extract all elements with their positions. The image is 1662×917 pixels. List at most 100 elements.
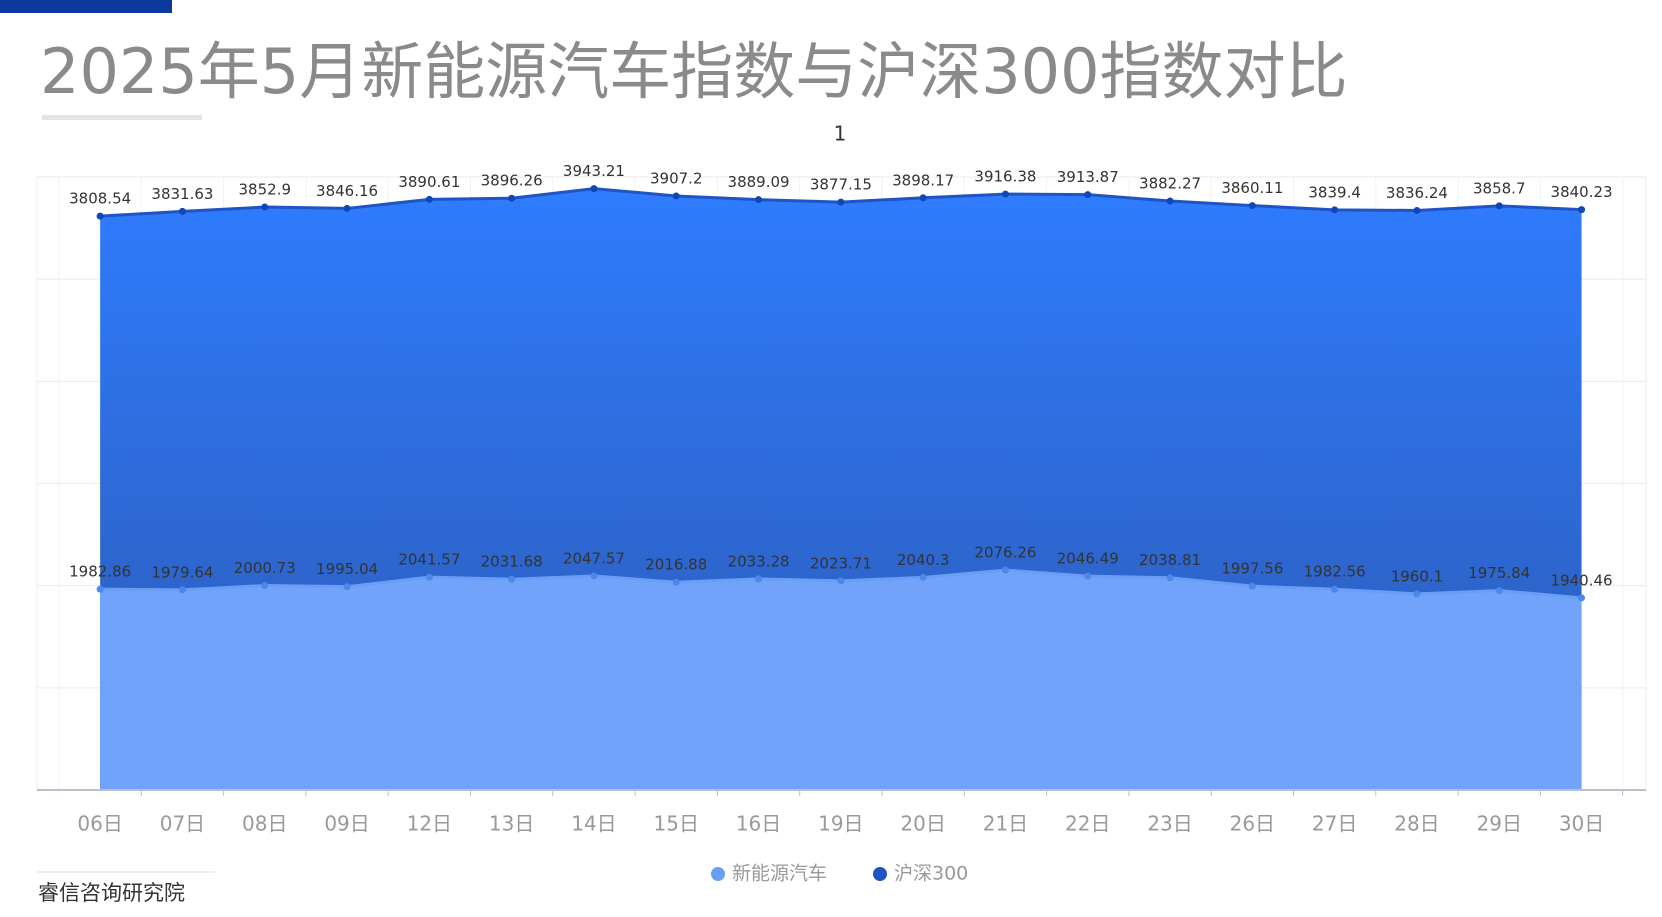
- point: [1166, 574, 1174, 582]
- point: [1084, 572, 1092, 580]
- x-tick-label: 20日: [900, 812, 945, 836]
- data-label: 3858.7: [1473, 179, 1526, 197]
- x-tick-label: 26日: [1230, 812, 1275, 836]
- point: [1001, 190, 1009, 198]
- data-label: 1940.46: [1551, 571, 1613, 589]
- chart-title: 2025年5月新能源汽车指数与沪深300指数对比: [40, 35, 1348, 108]
- point: [919, 194, 927, 202]
- point: [1331, 206, 1339, 214]
- x-tick-label: 08日: [242, 812, 287, 836]
- point: [1495, 587, 1503, 595]
- legend-label: 沪深300: [894, 863, 968, 885]
- data-label: 3889.09: [728, 173, 790, 191]
- data-label: 3846.16: [316, 182, 378, 200]
- data-label: 3896.26: [481, 172, 543, 190]
- point: [343, 204, 351, 212]
- point: [261, 203, 269, 211]
- data-label: 3913.87: [1057, 168, 1119, 186]
- data-label: 2033.28: [728, 552, 790, 570]
- point: [1001, 566, 1009, 574]
- point: [96, 212, 104, 220]
- data-label: 2023.71: [810, 554, 872, 572]
- title-underline: [42, 115, 202, 120]
- data-label: 2041.57: [398, 551, 460, 569]
- data-label: 3852.9: [239, 181, 292, 199]
- point: [1166, 197, 1174, 205]
- point: [1578, 206, 1586, 214]
- data-label: 1960.1: [1391, 567, 1444, 585]
- data-label: 3890.61: [398, 173, 460, 191]
- x-tick-label: 12日: [407, 812, 452, 836]
- legend-swatch: [711, 867, 725, 881]
- data-label: 2076.26: [974, 544, 1036, 562]
- data-label: 1982.86: [69, 563, 131, 581]
- point: [178, 586, 186, 594]
- point: [837, 577, 845, 585]
- corner-bar: [0, 0, 172, 13]
- data-label: 3877.15: [810, 176, 872, 194]
- point: [96, 585, 104, 593]
- point: [508, 194, 516, 202]
- x-tick-label: 19日: [818, 812, 863, 836]
- point: [590, 572, 598, 580]
- data-label: 3808.54: [69, 190, 131, 208]
- point: [508, 575, 516, 583]
- source: 睿信咨询研究院: [38, 881, 185, 905]
- point: [672, 192, 680, 200]
- data-label: 3898.17: [892, 171, 954, 189]
- x-tick-label: 09日: [324, 812, 369, 836]
- x-tick-label: 30日: [1559, 812, 1604, 836]
- x-tick-label: 28日: [1394, 812, 1439, 836]
- data-label: 3907.2: [650, 169, 703, 187]
- point: [1248, 202, 1256, 210]
- data-label: 2016.88: [645, 556, 707, 574]
- x-tick-label: 22日: [1065, 812, 1110, 836]
- x-tick-label: 07日: [160, 812, 205, 836]
- data-label: 3860.11: [1221, 179, 1283, 197]
- data-label: 3840.23: [1551, 183, 1613, 201]
- x-tick-label: 13日: [489, 812, 534, 836]
- point: [590, 185, 598, 193]
- data-label: 3839.4: [1308, 183, 1361, 201]
- point: [425, 195, 433, 203]
- point: [1413, 590, 1421, 598]
- chart-subtitle: 1: [834, 122, 847, 146]
- point: [672, 578, 680, 586]
- point: [343, 583, 351, 591]
- data-label: 1982.56: [1304, 563, 1366, 581]
- legend-swatch: [873, 867, 887, 881]
- point: [919, 573, 927, 581]
- data-label: 1975.84: [1468, 564, 1530, 582]
- data-label: 2047.57: [563, 549, 625, 567]
- data-label: 3836.24: [1386, 184, 1448, 202]
- data-label: 2046.49: [1057, 550, 1119, 568]
- data-label: 1979.64: [151, 563, 213, 581]
- area: [100, 570, 1582, 790]
- point: [178, 207, 186, 215]
- data-label: 2031.68: [481, 553, 543, 571]
- point: [261, 582, 269, 590]
- data-label: 3943.21: [563, 162, 625, 180]
- point: [425, 573, 433, 581]
- data-label: 3831.63: [151, 185, 213, 203]
- data-label: 1995.04: [316, 560, 378, 578]
- data-label: 2038.81: [1139, 551, 1201, 569]
- x-tick-label: 14日: [571, 812, 616, 836]
- data-label: 2000.73: [234, 559, 296, 577]
- x-tick-label: 29日: [1477, 812, 1522, 836]
- point: [1495, 202, 1503, 210]
- x-tick-label: 15日: [654, 812, 699, 836]
- point: [1084, 191, 1092, 199]
- data-label: 2040.3: [897, 551, 950, 569]
- legend-label: 新能源汽车: [732, 863, 827, 885]
- x-tick-label: 27日: [1312, 812, 1357, 836]
- point: [837, 198, 845, 206]
- data-label: 3882.27: [1139, 175, 1201, 193]
- point: [1413, 206, 1421, 214]
- data-label: 1997.56: [1221, 560, 1283, 578]
- point: [1248, 582, 1256, 590]
- point: [755, 575, 763, 583]
- x-tick-label: 16日: [736, 812, 781, 836]
- point: [1331, 585, 1339, 593]
